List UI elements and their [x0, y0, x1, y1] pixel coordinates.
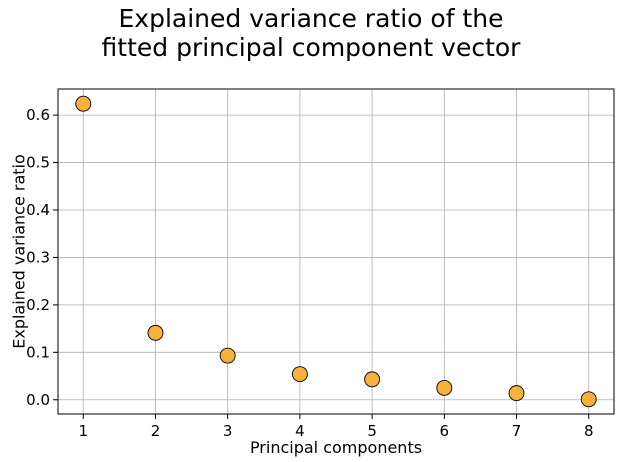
x-axis: 1 2 3 4 5 6 7 8 — [78, 414, 594, 440]
x-tick-label: 3 — [223, 422, 233, 440]
plot-area — [57, 88, 615, 415]
data-points — [75, 95, 597, 408]
grid-lines — [58, 89, 614, 414]
x-tick-label: 6 — [440, 422, 450, 440]
x-tick-label: 8 — [584, 422, 594, 440]
x-tick-label: 1 — [78, 422, 88, 440]
x-tick-label: 2 — [151, 422, 161, 440]
y-axis: 0.0 0.1 0.2 0.3 0.4 0.5 0.6 — [26, 106, 58, 409]
y-tick-label: 0.5 — [26, 154, 50, 172]
x-tick-label: 5 — [367, 422, 377, 440]
data-point — [436, 379, 453, 396]
data-point — [219, 347, 236, 364]
chart-title-line-1: Explained variance ratio of the — [118, 4, 504, 33]
data-point — [580, 391, 597, 408]
y-tick-label: 0.6 — [26, 106, 50, 124]
x-axis-label: Principal components — [250, 438, 422, 457]
y-tick-label: 0.0 — [26, 391, 50, 409]
y-tick-label: 0.1 — [26, 343, 50, 361]
y-tick-label: 0.2 — [26, 296, 50, 314]
x-tick-label: 7 — [512, 422, 522, 440]
data-point — [147, 324, 164, 341]
data-point — [291, 366, 308, 383]
y-tick-label: 0.3 — [26, 248, 50, 266]
data-point — [508, 385, 525, 402]
data-point — [75, 95, 92, 112]
y-tick-label: 0.4 — [26, 201, 50, 219]
x-tick-label: 4 — [295, 422, 305, 440]
chart-title-line-2: fitted principal component vector — [101, 33, 521, 62]
y-axis-label: Explained variance ratio — [10, 154, 29, 349]
data-point — [364, 371, 381, 388]
chart-title: Explained variance ratio of the fitted p… — [0, 4, 622, 62]
